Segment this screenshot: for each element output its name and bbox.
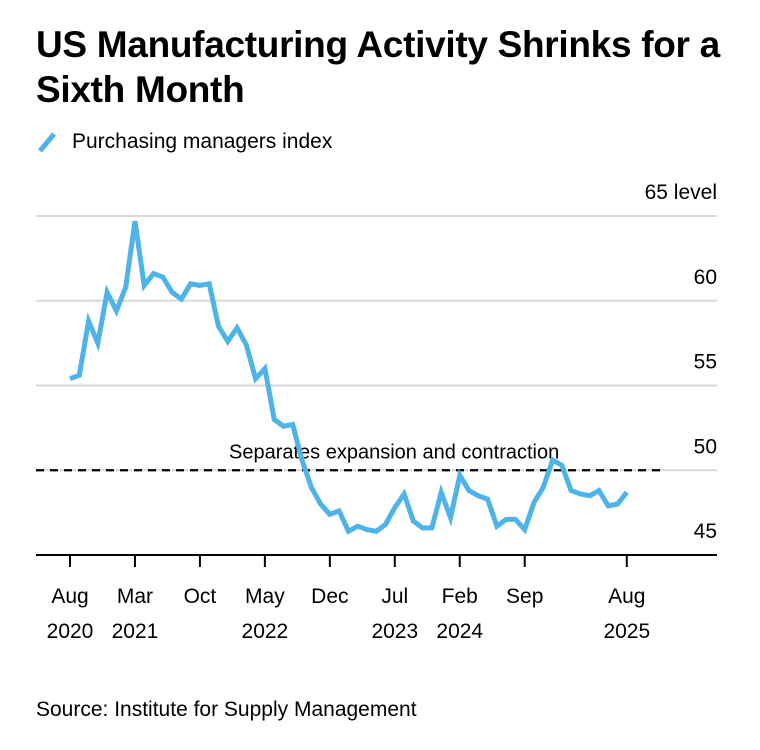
x-tick-label-month: Dec	[311, 585, 348, 608]
y-tick-label: 45	[694, 520, 717, 543]
y-tick-label: 50	[694, 435, 717, 458]
x-tick-label-month: Jul	[381, 585, 408, 608]
x-tick-label-month: Sep	[506, 585, 543, 608]
y-tick-label: 65 level	[645, 181, 717, 204]
x-tick-label-year: 2025	[603, 620, 650, 643]
chart-title: US Manufacturing Activity Shrinks for a …	[36, 24, 720, 110]
x-tick-label-month: May	[245, 585, 285, 608]
legend-swatch-icon	[38, 132, 56, 153]
legend-label: Purchasing managers index	[72, 130, 333, 153]
x-tick-label-year: 2024	[436, 620, 483, 643]
legend: Purchasing managers index	[36, 130, 332, 154]
x-tick-label-year: 2021	[112, 620, 159, 643]
x-tick-label-month: Feb	[442, 585, 478, 608]
series-line-pmi	[69, 220, 629, 535]
y-tick-label: 60	[694, 266, 717, 289]
y-tick-label: 55	[694, 351, 717, 374]
source-note: Source: Institute for Supply Management	[36, 698, 417, 721]
x-tick-label-year: 2023	[371, 620, 418, 643]
x-tick-label-month: Aug	[51, 585, 88, 608]
x-tick-label-month: Oct	[184, 585, 217, 608]
x-tick-label-month: Aug	[608, 585, 645, 608]
reference-line-label: Separates expansion and contraction	[229, 441, 559, 463]
x-tick-label-month: Mar	[117, 585, 153, 608]
x-tick-label-year: 2022	[242, 620, 289, 643]
x-tick-label-year: 2020	[47, 620, 94, 643]
